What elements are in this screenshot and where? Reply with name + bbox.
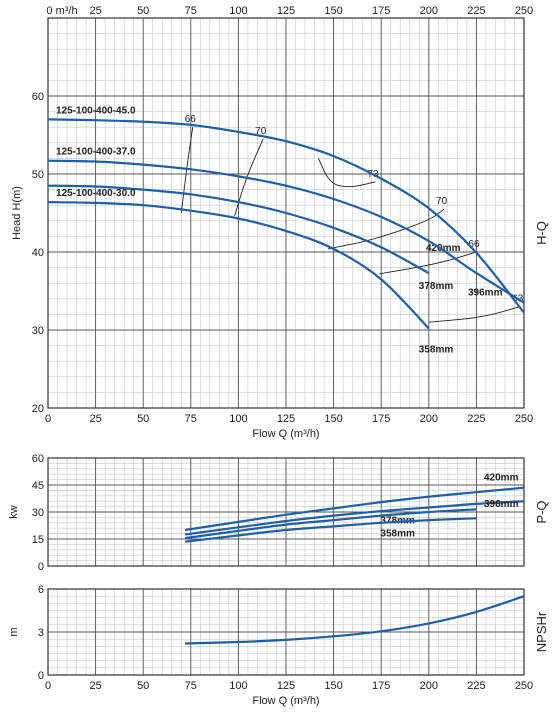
hq-panel: 20 30 40 50 60 0 25 50 75 100 125 150 175 200 225 250 0 …: [11, 5, 549, 440]
diameter-label: 358mm: [380, 528, 415, 539]
x-top-tick-label: 0 m³/h: [46, 5, 77, 17]
x-axis-title: Flow Q (m³/h): [252, 428, 319, 440]
x-top-tick-label: 50: [137, 5, 149, 17]
x-tick-label: 175: [372, 680, 390, 692]
y-tick-label: 45: [32, 480, 44, 492]
efficiency-line: [379, 251, 477, 275]
x-top-tick-label: 200: [420, 5, 438, 17]
efficiency-line: [317, 158, 376, 188]
efficiency-line: [428, 306, 521, 323]
series-line-420mm: [47, 118, 525, 314]
efficiency-label: 66: [468, 239, 480, 250]
y-axis-title: Head H(m): [11, 186, 23, 240]
y-tick-label: 6: [38, 584, 44, 596]
x-tick-label: 0: [45, 680, 51, 692]
x-top-tick-label: 125: [277, 5, 295, 17]
x-tick-label: 50: [137, 413, 149, 425]
x-tick-label: 250: [515, 680, 533, 692]
y-tick-label: 20: [32, 403, 44, 415]
series-line-420mm: [184, 486, 525, 532]
y-tick-label: 0: [38, 561, 44, 573]
efficiency-line: [180, 127, 194, 214]
model-label: 125-100-400-30.0: [56, 188, 136, 199]
model-label: 125-100-400-45.0: [56, 105, 136, 116]
x-top-tick-label: 150: [324, 5, 342, 17]
efficiency-label: 66: [185, 114, 197, 125]
y-tick-label: 30: [32, 507, 44, 519]
npsh-panel: 0 3 6 0 25 50 75 100 125 150 175 200 225 250 Flow Q (m…: [8, 584, 549, 707]
x-tick-label: 75: [185, 413, 197, 425]
y-tick-label: 3: [38, 627, 44, 639]
x-tick-label: 0: [45, 413, 51, 425]
x-tick-label: 25: [89, 680, 101, 692]
x-tick-label: 175: [372, 413, 390, 425]
y-tick-label: 0: [38, 670, 44, 682]
diameter-label: 420mm: [426, 243, 461, 254]
efficiency-line: [234, 138, 264, 217]
x-top-tick-label: 25: [89, 5, 101, 17]
series-line-378mm: [184, 508, 477, 540]
x-top-tick-label: 100: [229, 5, 247, 17]
plot-frame: [47, 17, 525, 409]
y-tick-label: 60: [32, 453, 44, 465]
x-tick-label: 200: [420, 680, 438, 692]
x-tick-label: 225: [467, 680, 485, 692]
plot-frame: [47, 588, 525, 676]
model-label: 125-100-400-37.0: [56, 147, 136, 158]
diameter-label: 396mm: [484, 499, 519, 510]
x-top-tick-label: 225: [467, 5, 485, 17]
x-top-tick-label: 250: [515, 5, 533, 17]
y-tick-label: 50: [32, 169, 44, 181]
diameter-label: 378mm: [419, 281, 454, 292]
x-tick-label: 225: [467, 413, 485, 425]
series-line-396mm: [47, 159, 525, 304]
efficiency-line: [327, 208, 445, 250]
y-tick-label: 30: [32, 325, 44, 337]
x-tick-label: 100: [229, 413, 247, 425]
x-tick-label: 50: [137, 680, 149, 692]
series-line-378mm: [47, 184, 430, 275]
series-line-358mm: [184, 517, 477, 543]
x-tick-label: 25: [89, 413, 101, 425]
side-label: P-Q: [534, 500, 549, 523]
series-line-396mm: [184, 500, 525, 536]
x-tick-label: 125: [277, 413, 295, 425]
x-axis-title: Flow Q (m³/h): [252, 695, 319, 707]
x-tick-label: 150: [324, 413, 342, 425]
y-axis-title: kw: [8, 505, 20, 519]
y-tick-label: 40: [32, 247, 44, 259]
x-tick-label: 150: [324, 680, 342, 692]
efficiency-label: 70: [436, 196, 448, 207]
x-tick-label: 125: [277, 680, 295, 692]
series-line-NPSHr: [185, 595, 525, 645]
x-tick-label: 75: [185, 680, 197, 692]
y-tick-label: 15: [32, 534, 44, 546]
side-label: H-Q: [534, 221, 549, 245]
y-tick-label: 60: [32, 91, 44, 103]
side-label: NPSHr: [534, 611, 549, 652]
x-top-tick-label: 75: [185, 5, 197, 17]
x-tick-label: 100: [229, 680, 247, 692]
x-tick-label: 250: [515, 413, 533, 425]
efficiency-label: 70: [255, 126, 267, 137]
series-line-358mm: [47, 201, 430, 330]
x-top-tick-label: 175: [372, 5, 390, 17]
x-tick-label: 200: [420, 413, 438, 425]
diameter-label: 358mm: [419, 344, 454, 355]
plot-frame: [47, 457, 525, 567]
y-axis-title: m: [8, 627, 20, 636]
diameter-label: 396mm: [468, 288, 503, 299]
diameter-label: 420mm: [484, 473, 519, 484]
